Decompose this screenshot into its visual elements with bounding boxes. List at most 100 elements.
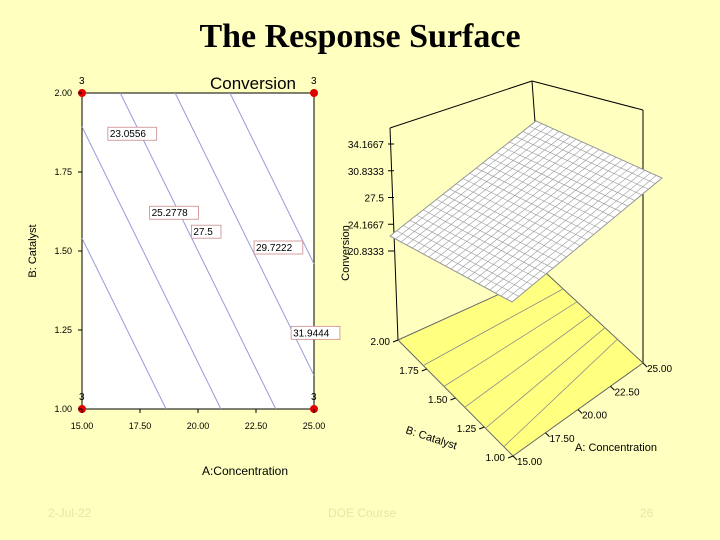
contour-line	[81, 237, 167, 410]
mesh-line	[506, 175, 657, 300]
concentration-tick-label: 15.00	[517, 457, 542, 468]
z-tick-label: 34.1667	[348, 140, 385, 151]
catalyst-tick-label: 1.75	[399, 366, 419, 377]
mesh-line	[496, 152, 622, 213]
contour-labels: 23.0556 25.2778 27.5 29.7222 31.9444	[107, 126, 341, 340]
mesh-line	[502, 146, 629, 207]
contour-level-label: 31.9444	[293, 328, 330, 339]
concentration-tick-mark	[577, 409, 583, 414]
surface-y-axis-label: B: Catalyst	[404, 424, 458, 452]
contour-x-axis-label: A:Concentration	[202, 464, 288, 478]
catalyst-tick-mark	[507, 455, 514, 459]
design-point-count: 3	[311, 392, 317, 403]
contour-line	[81, 126, 222, 410]
footer-course: DOE Course	[328, 506, 397, 520]
design-point-count: 3	[311, 76, 317, 87]
catalyst-tick-mark	[421, 368, 427, 372]
design-point-count: 3	[79, 76, 85, 87]
floor-contours	[423, 288, 618, 448]
surface-x-axis-label: A: Concentration	[575, 442, 657, 454]
x-tick-label: 25.00	[303, 421, 326, 431]
footer-page-number: 26	[640, 506, 654, 520]
contour-level-label: 23.0556	[110, 129, 147, 140]
mesh-line	[495, 169, 646, 294]
contour-y-ticks: 1.00 1.25 1.50 1.75 2.00	[54, 88, 82, 414]
x-tick-label: 17.50	[129, 421, 152, 431]
design-point-count: 3	[79, 392, 85, 403]
concentration-tick-label: 25.00	[647, 364, 672, 375]
design-point	[310, 89, 318, 97]
mesh-line	[450, 149, 600, 270]
mesh-line	[476, 167, 601, 229]
mesh-line	[529, 125, 656, 184]
floor-contour-line	[464, 314, 592, 408]
contour-level-label: 25.2778	[152, 208, 189, 219]
catalyst-tick-mark	[450, 397, 456, 401]
contour-label-box	[149, 205, 199, 220]
mesh-line	[467, 157, 617, 279]
mesh-line	[515, 136, 642, 196]
contour-label-box	[190, 224, 222, 239]
concentration-tick-label: 22.50	[615, 387, 640, 398]
frame-edge	[531, 80, 644, 111]
mesh-line	[489, 167, 640, 291]
surface-z-axis-label: Conversion	[340, 225, 352, 281]
z-tick-label: 24.1667	[348, 220, 385, 231]
contour-level-label: 29.7222	[256, 243, 293, 254]
x-tick-label: 20.00	[187, 421, 210, 431]
y-tick-label: 1.00	[54, 404, 72, 414]
concentration-tick-mark	[610, 385, 615, 391]
mesh-line	[461, 154, 611, 276]
mesh-line	[489, 157, 615, 218]
y-tick-label: 1.50	[54, 246, 72, 256]
contour-label-box	[107, 126, 158, 141]
contour-line	[229, 92, 315, 265]
surface-floor	[397, 272, 644, 457]
y-tick-label: 1.25	[54, 325, 72, 335]
contour-level-label: 27.5	[193, 227, 213, 238]
mesh-line	[472, 159, 623, 282]
catalyst-tick-label: 1.00	[486, 453, 506, 464]
mesh-line	[484, 164, 634, 288]
concentration-tick-label: 17.50	[550, 434, 575, 445]
catalyst-tick-label: 1.25	[457, 424, 477, 435]
z-tick-label: 20.8333	[348, 247, 385, 258]
mesh-line	[535, 120, 663, 179]
surface-y-ticks: 1.00 1.25 1.50 1.75 2.00	[371, 337, 514, 464]
catalyst-tick-label: 1.50	[428, 395, 448, 406]
x-tick-label: 22.50	[245, 421, 268, 431]
surface-z-ticks: 20.8333 24.1667 27.5 30.8333 34.1667	[348, 140, 394, 258]
mesh-line	[509, 141, 635, 201]
mesh-line	[478, 162, 628, 285]
mesh-line	[500, 172, 651, 297]
mesh-line	[482, 162, 608, 224]
contour-y-axis-label: B: Catalyst	[27, 224, 39, 277]
footer-date: 2-Jul-22	[48, 506, 92, 520]
contour-lines	[81, 92, 315, 410]
x-tick-label: 15.00	[71, 421, 94, 431]
concentration-tick-mark	[545, 432, 550, 438]
surface-x-ticks: 15.00 17.50 20.00 22.50 25.00	[512, 362, 672, 468]
contour-label-box	[253, 240, 304, 255]
floor-contour-line	[485, 327, 606, 429]
contour-line	[119, 92, 277, 410]
z-tick-label: 30.8333	[348, 167, 385, 178]
mesh-line	[469, 173, 594, 235]
floor-contour-line	[423, 288, 564, 366]
mesh-line	[511, 177, 663, 303]
y-tick-label: 2.00	[54, 88, 72, 98]
concentration-tick-mark	[512, 455, 518, 461]
frame-edge	[389, 80, 533, 129]
slide-title: The Response Surface	[199, 18, 521, 55]
z-tick-label: 27.5	[365, 194, 385, 205]
concentration-tick-mark	[642, 362, 648, 368]
floor-contour-line	[443, 301, 578, 387]
catalyst-tick-mark	[479, 426, 485, 430]
catalyst-tick-label: 2.00	[371, 337, 391, 348]
contour-label-box	[290, 325, 341, 340]
mesh-line	[522, 131, 649, 190]
contour-title: Conversion	[210, 74, 296, 93]
mesh-line	[456, 151, 605, 273]
